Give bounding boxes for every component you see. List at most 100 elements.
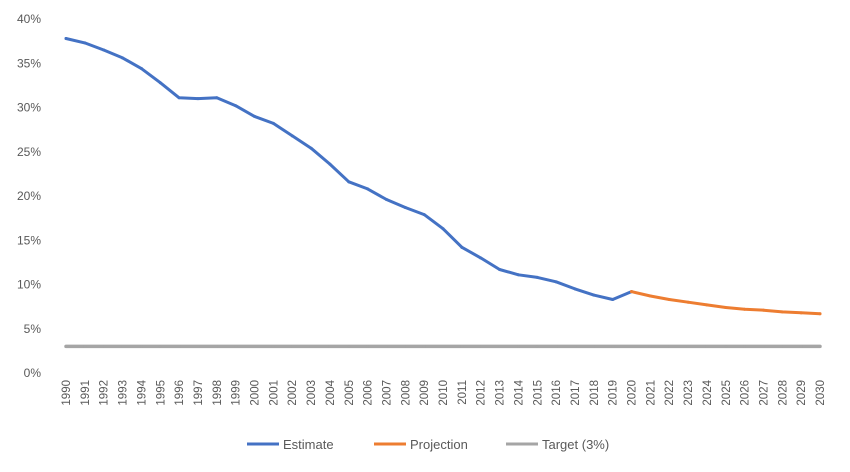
x-tick-label: 2020	[627, 380, 639, 406]
data-point	[498, 267, 502, 271]
x-tick-label: 2011	[457, 380, 469, 405]
data-point	[799, 344, 803, 348]
data-point	[648, 344, 652, 348]
data-point	[328, 162, 332, 166]
data-point	[516, 344, 520, 348]
data-point	[83, 344, 87, 348]
x-axis: 1990 1991 1992 1993 1994 1995 1996 1997 1998 1999…	[61, 379, 827, 405]
data-point	[121, 56, 125, 60]
y-axis: 0% 5% 10% 15% 20% 25% 30% 35% 40%	[17, 12, 41, 380]
x-tick-label: 2023	[683, 380, 695, 406]
data-point	[516, 273, 520, 277]
data-point	[158, 344, 162, 348]
data-point	[761, 308, 765, 312]
data-point	[460, 344, 464, 348]
data-point	[328, 344, 332, 348]
legend-label: Projection	[410, 437, 468, 452]
x-tick-label: 1993	[118, 380, 130, 406]
data-point	[271, 344, 275, 348]
series-projection	[630, 290, 822, 316]
data-point	[384, 344, 388, 348]
data-point	[309, 344, 313, 348]
x-tick-label: 2019	[608, 380, 620, 406]
data-point	[347, 344, 351, 348]
legend-label: Target (3%)	[542, 437, 609, 452]
x-tick-label: 1999	[231, 380, 243, 406]
x-tick-label: 2010	[438, 380, 450, 406]
y-tick-label: 0%	[24, 366, 42, 380]
data-point	[177, 96, 181, 100]
data-point	[780, 310, 784, 314]
data-point	[64, 344, 68, 348]
plot-area	[64, 36, 822, 349]
data-point	[799, 311, 803, 315]
data-point	[64, 36, 68, 40]
data-point	[139, 67, 143, 71]
data-point	[234, 344, 238, 348]
y-tick-label: 25%	[17, 145, 41, 159]
x-tick-label: 2012	[476, 380, 488, 406]
y-tick-label: 30%	[17, 101, 41, 115]
legend-label: Estimate	[283, 437, 334, 452]
x-tick-label: 1996	[174, 380, 186, 406]
x-tick-label: 2016	[551, 380, 563, 406]
data-point	[743, 307, 747, 311]
data-point	[573, 344, 577, 348]
data-point	[498, 344, 502, 348]
x-tick-label: 2009	[419, 380, 431, 406]
data-point	[743, 344, 747, 348]
data-point	[535, 344, 539, 348]
x-tick-label: 1992	[99, 380, 111, 406]
x-tick-label: 2004	[325, 379, 337, 405]
data-point	[648, 294, 652, 298]
data-point	[102, 344, 106, 348]
x-tick-label: 2021	[645, 380, 657, 406]
y-tick-label: 15%	[17, 233, 41, 247]
x-tick-label: 2018	[589, 380, 601, 406]
x-tick-label: 2006	[363, 380, 375, 406]
x-tick-label: 2003	[306, 380, 318, 406]
series-line	[64, 37, 633, 301]
data-point	[403, 206, 407, 210]
legend-item: Projection	[374, 437, 468, 452]
x-tick-label: 2014	[513, 379, 525, 405]
x-tick-label: 2008	[400, 380, 412, 406]
x-tick-label: 2027	[758, 380, 770, 406]
series-target-3	[64, 344, 822, 349]
data-point	[554, 280, 558, 284]
data-point	[290, 134, 294, 138]
data-point	[573, 287, 577, 291]
y-tick-label: 5%	[24, 322, 42, 336]
series-line	[630, 290, 822, 316]
data-point	[724, 306, 728, 310]
legend-item: Target (3%)	[506, 437, 609, 452]
x-tick-label: 1994	[136, 379, 148, 405]
data-point	[102, 48, 106, 52]
x-tick-label: 2024	[702, 379, 714, 405]
x-tick-label: 2001	[268, 380, 280, 406]
data-point	[196, 97, 200, 101]
data-point	[215, 96, 219, 100]
data-point	[215, 344, 219, 348]
data-point	[667, 298, 671, 302]
data-point	[460, 245, 464, 249]
data-point	[366, 187, 370, 191]
data-point	[761, 344, 765, 348]
data-point	[780, 344, 784, 348]
data-point	[686, 300, 690, 304]
data-point	[441, 227, 445, 231]
data-point	[479, 256, 483, 260]
x-tick-label: 1991	[80, 380, 92, 406]
data-point	[611, 344, 615, 348]
legend: Estimate Projection Target (3%)	[247, 437, 609, 452]
data-point	[630, 344, 633, 348]
x-tick-label: 2007	[381, 380, 393, 406]
data-point	[667, 344, 671, 348]
data-point	[479, 344, 483, 348]
data-point	[630, 290, 633, 294]
y-tick-label: 35%	[17, 56, 41, 70]
data-point	[253, 114, 256, 118]
x-tick-label: 2030	[815, 380, 827, 406]
data-point	[422, 344, 426, 348]
